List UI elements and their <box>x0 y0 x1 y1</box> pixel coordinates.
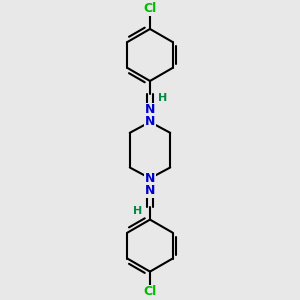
Text: Cl: Cl <box>143 2 157 15</box>
Text: N: N <box>145 116 155 128</box>
Text: N: N <box>145 172 155 185</box>
Text: N: N <box>145 184 155 197</box>
Text: N: N <box>145 103 155 116</box>
Text: N: N <box>145 172 155 185</box>
Text: H: H <box>133 206 142 216</box>
Text: H: H <box>158 93 167 103</box>
Text: Cl: Cl <box>143 285 157 298</box>
Text: N: N <box>145 116 155 128</box>
